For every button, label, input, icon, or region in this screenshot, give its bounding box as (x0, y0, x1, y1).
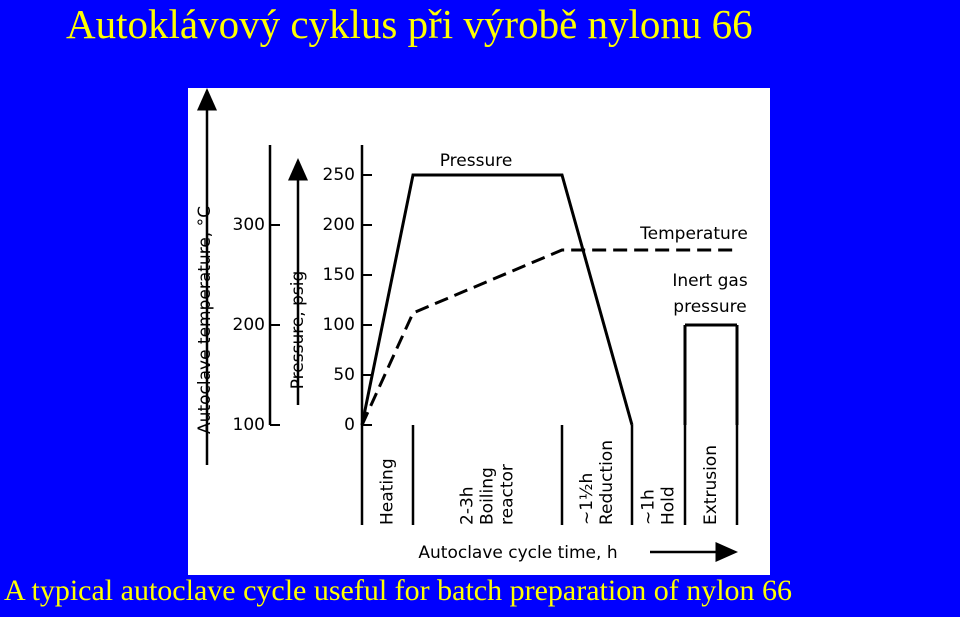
y2-tick-label: 300 (233, 215, 265, 235)
series-label: Pressure (440, 151, 513, 171)
phase-label: Boiling (478, 467, 498, 525)
caption: A typical autoclave cycle useful for bat… (4, 574, 793, 607)
phase-label: Reduction (597, 440, 617, 525)
y-tick-label: 200 (323, 215, 355, 235)
phase-label: Hold (659, 486, 679, 525)
series-label-box: Inert gas pressure (672, 271, 748, 317)
y2-tick-label: 100 (233, 415, 265, 435)
series-label: Temperature (639, 224, 748, 244)
x-axis-title: Autoclave cycle time, h (418, 543, 617, 563)
slide-title: Autoklávový cyklus při výrobě nylonu 66 (66, 1, 753, 47)
chart-panel (188, 88, 770, 575)
phase-label: reactor (498, 464, 518, 525)
y-tick-label: 100 (323, 315, 355, 335)
phase-label: 2-3h (458, 486, 478, 525)
phase-label: ~1h (639, 489, 659, 525)
y-axis-title: Pressure, psig (288, 271, 308, 390)
phase-label: Extrusion (701, 445, 721, 525)
y-tick-label: 250 (323, 165, 355, 185)
phase-label: Heating (378, 458, 398, 525)
y2-axis-title: Autoclave temperature, °C (195, 206, 215, 434)
series-label: Inert gas pressure (672, 271, 748, 317)
y-tick-label: 150 (323, 265, 355, 285)
y-tick-label: 50 (333, 365, 355, 385)
phase-label: ~1½h (577, 473, 597, 525)
y-tick-label: 0 (344, 415, 355, 435)
y2-tick-label: 200 (233, 315, 265, 335)
series-line (360, 248, 737, 426)
series-line (360, 173, 634, 426)
